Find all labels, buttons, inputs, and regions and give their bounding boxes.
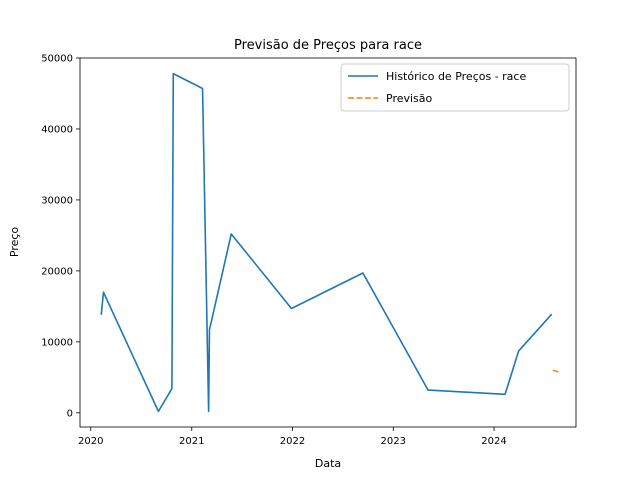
x-tick-label: 2020 [78, 436, 103, 447]
x-tick-label: 2022 [280, 436, 305, 447]
y-tick-label: 0 [67, 408, 73, 419]
y-tick-label: 10000 [41, 337, 73, 348]
chart-title: Previsão de Preços para race [234, 38, 422, 53]
x-tick-label: 2023 [381, 436, 406, 447]
series-line-previsao [552, 369, 560, 374]
x-tick-label: 2024 [481, 436, 506, 447]
y-axis-label: Preço [8, 227, 21, 258]
legend-label-historico: Histórico de Preços - race [386, 70, 526, 83]
x-axis-label: Data [315, 457, 341, 470]
plot-frame [79, 57, 577, 428]
y-tick-label: 20000 [41, 266, 73, 277]
series-line-historico [100, 72, 553, 413]
y-tick-label: 30000 [41, 195, 73, 206]
y-tick-label: 50000 [41, 54, 73, 65]
legend-box [340, 63, 570, 112]
x-tick-label: 2021 [179, 436, 204, 447]
legend-label-previsao: Previsão [386, 92, 433, 105]
plot-area [80, 58, 576, 427]
y-tick-label: 40000 [41, 124, 73, 135]
legend: Histórico de Preços - race Previsão [340, 63, 570, 112]
